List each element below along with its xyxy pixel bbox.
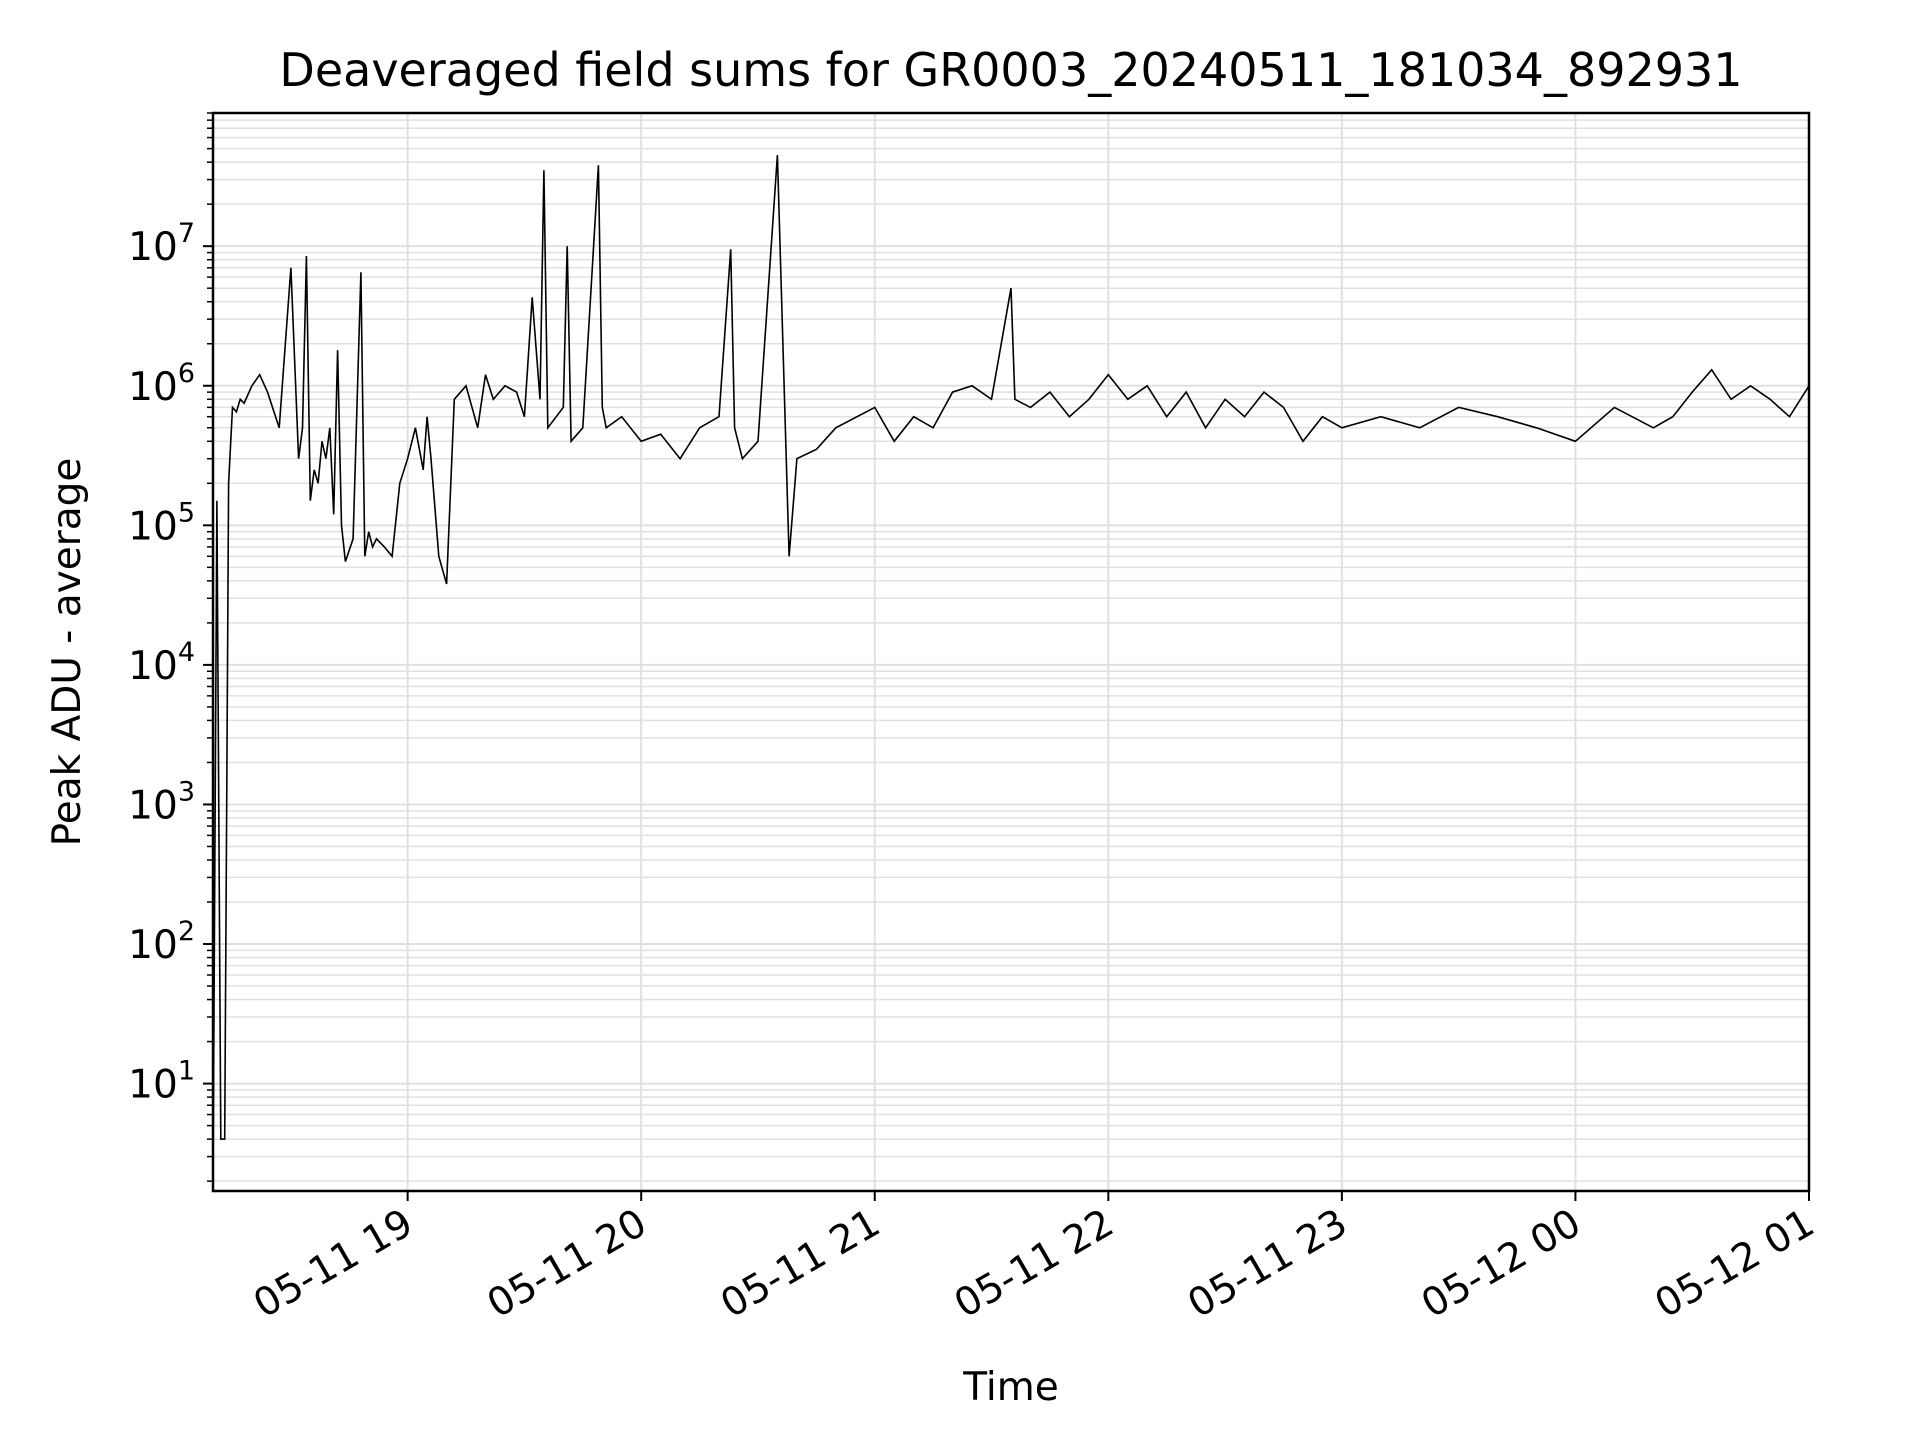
- y-tick-exponent: 4: [178, 637, 195, 668]
- x-axis-label: Time: [962, 1365, 1058, 1410]
- y-tick-exponent: 5: [178, 497, 195, 528]
- chart-title: Deaveraged field sums for GR0003_2024051…: [279, 43, 1742, 97]
- y-tick-exponent: 2: [178, 916, 195, 947]
- y-axis-label: Peak ADU - average: [45, 458, 90, 847]
- series-layer: [212, 154, 1810, 1188]
- y-tick-label: 107: [128, 218, 195, 270]
- plot-frame: [211, 111, 1811, 1193]
- y-tick-exponent: 6: [178, 358, 195, 389]
- series-line: [212, 154, 1810, 1188]
- y-tick-exponent: 3: [178, 776, 195, 807]
- y-tick-exponent: 7: [178, 218, 195, 249]
- grid: [213, 112, 1810, 1191]
- y-tick-exponent: 1: [178, 1056, 195, 1087]
